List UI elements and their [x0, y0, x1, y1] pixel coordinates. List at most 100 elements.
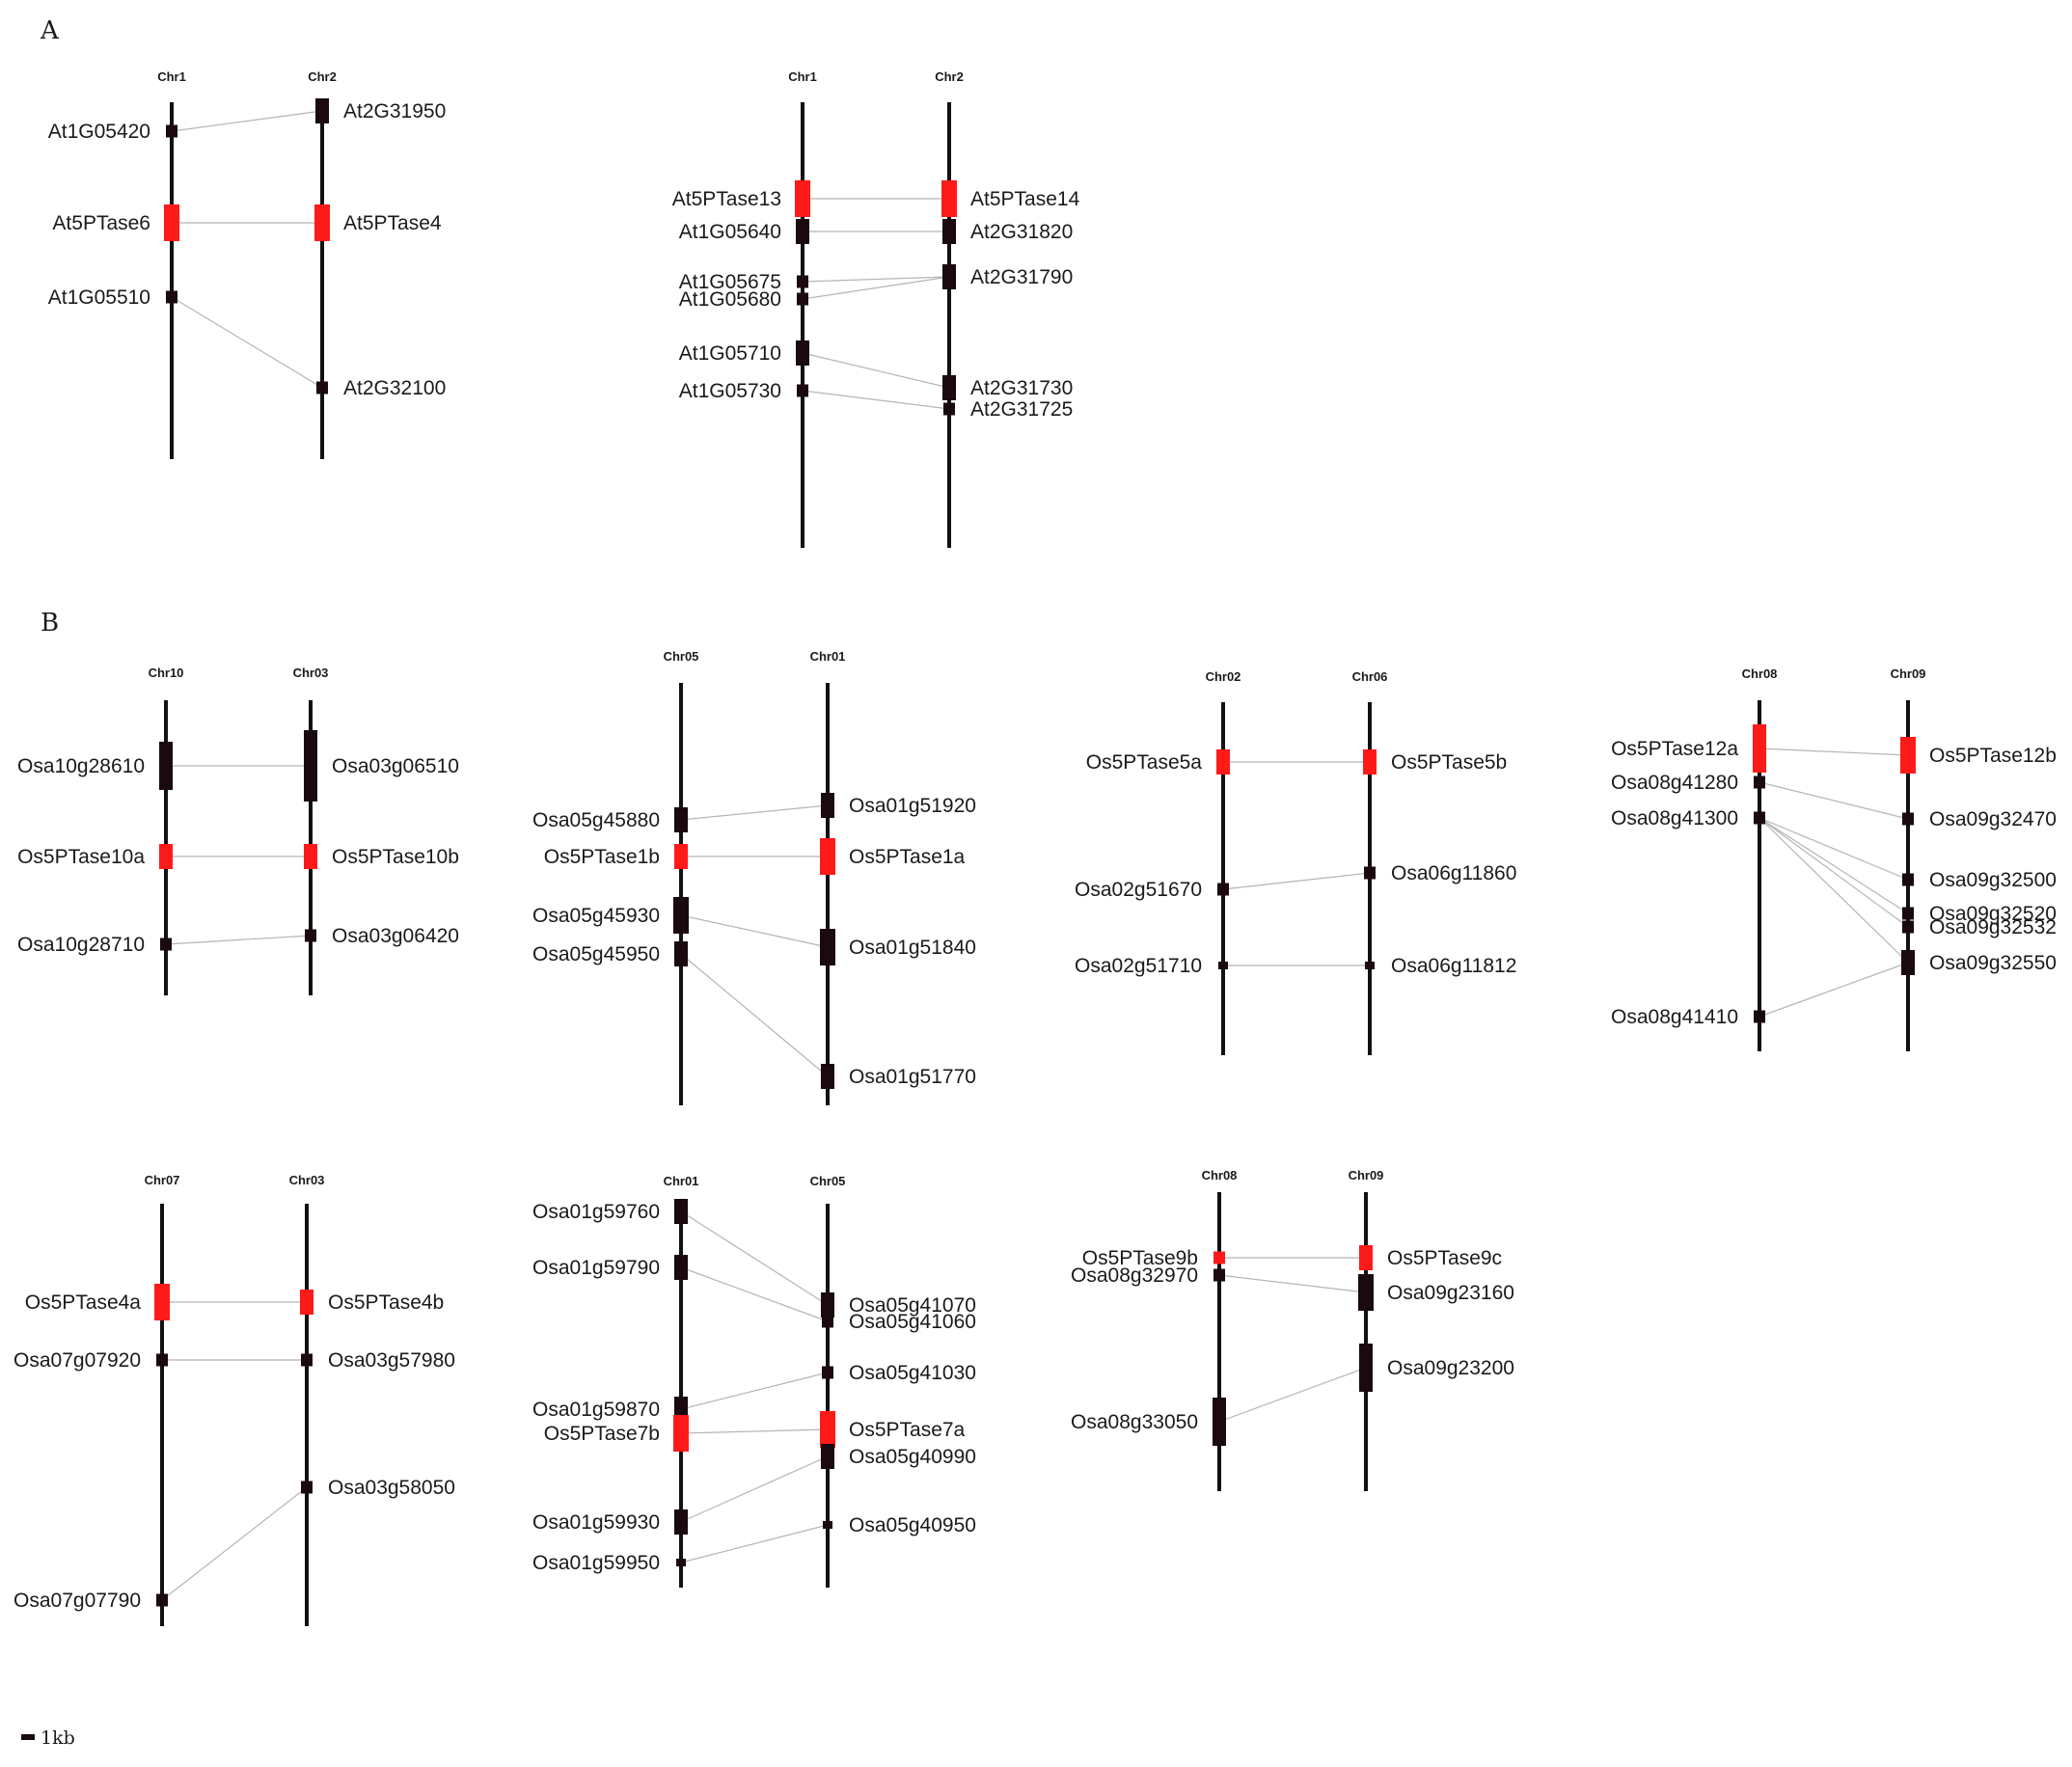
gene-label: At5PTase13: [672, 188, 781, 210]
gene-label: Osa01g59950: [532, 1552, 660, 1574]
homology-link: [680, 914, 829, 948]
chromosome-label: Chr2: [308, 69, 337, 84]
gene-label: Osa05g41060: [849, 1311, 976, 1333]
gene-marker-highlight: [1753, 724, 1766, 773]
gene-label: At1G05680: [679, 288, 781, 311]
gene-marker: [797, 292, 808, 306]
gene-label: Osa02g51710: [1075, 955, 1202, 977]
gene-label: At5PTase14: [970, 188, 1080, 210]
chromosome-label: Chr02: [1206, 669, 1241, 684]
gene-label: Osa06g11812: [1391, 955, 1516, 977]
gene-marker-highlight: [1216, 749, 1230, 775]
chromosome-label: Chr07: [145, 1173, 180, 1187]
synteny-block: Chr08 Os5PTase12a Osa08g41280 Osa08g41300 Os…: [1611, 666, 2057, 1051]
scale-bar-mark: [21, 1734, 35, 1740]
gene-label: At2G31820: [970, 221, 1073, 243]
gene-marker-highlight: [673, 1415, 689, 1452]
gene-marker: [821, 1292, 834, 1318]
gene-label: Os5PTase9b: [1082, 1247, 1198, 1269]
gene-label: Osa01g59760: [532, 1201, 660, 1223]
homology-link: [802, 352, 950, 389]
gene-marker-highlight: [314, 204, 330, 241]
homology-link: [1222, 872, 1371, 890]
chromosome-label: Chr06: [1352, 669, 1388, 684]
gene-marker-highlight: [304, 844, 317, 869]
gene-marker: [674, 1255, 688, 1280]
gene-marker: [674, 941, 688, 966]
gene-marker: [1359, 1344, 1373, 1392]
gene-label: Os5PTase9c: [1387, 1247, 1502, 1269]
gene-label: Os5PTase12b: [1929, 745, 2057, 767]
synteny-block: Chr02 Os5PTase5a Osa02g51670 Osa02g51710 Chr…: [1075, 669, 1516, 1055]
gene-label: Os5PTase12a: [1611, 738, 1738, 760]
synteny-blocks: Chr1 At1G05420 At5PTase6 At1G05510 Chr2 At2G3…: [14, 69, 2057, 1626]
gene-label: Osa05g40950: [849, 1514, 976, 1536]
homology-link: [680, 1524, 829, 1563]
gene-label: At5PTase6: [52, 212, 150, 234]
gene-marker: [822, 1315, 833, 1328]
chromosome-label: Chr05: [664, 649, 699, 664]
gene-marker: [316, 381, 328, 394]
gene-label: Osa08g41300: [1611, 807, 1738, 829]
gene-label: Osa01g59870: [532, 1399, 660, 1421]
gene-marker-highlight: [300, 1290, 314, 1315]
gene-label: Osa03g06510: [332, 755, 459, 777]
gene-label: Osa08g33050: [1071, 1411, 1198, 1433]
gene-label: Os5PTase1b: [544, 846, 660, 868]
synteny-block: Chr07 Os5PTase4a Osa07g07920 Osa07g07790 Chr…: [14, 1173, 455, 1626]
homology-link: [680, 1266, 829, 1322]
chromosome-label: Chr01: [810, 649, 846, 664]
gene-label: Osa05g40990: [849, 1446, 976, 1468]
gene-label: At2G31725: [970, 398, 1073, 421]
homology-link: [171, 110, 323, 132]
gene-label: Osa01g59790: [532, 1257, 660, 1279]
gene-marker: [304, 730, 317, 802]
gene-marker-highlight: [941, 180, 957, 217]
gene-label: At2G32100: [343, 377, 446, 399]
gene-label: Osa09g32550: [1929, 952, 2057, 974]
homology-link: [680, 1372, 829, 1410]
gene-label: Os5PTase10a: [17, 846, 145, 868]
gene-marker: [1902, 812, 1914, 826]
gene-label: Osa06g11860: [1391, 862, 1516, 884]
gene-label: Osa07g07920: [14, 1349, 141, 1372]
gene-label: Os5PTase4a: [25, 1291, 142, 1314]
gene-marker-highlight: [159, 844, 173, 869]
chromosome-label: Chr09: [1891, 666, 1926, 681]
gene-marker: [1902, 873, 1914, 886]
homology-link: [1758, 781, 1909, 820]
gene-label: Osa03g57980: [328, 1349, 455, 1372]
gene-marker: [159, 742, 173, 790]
synteny-block: Chr05 Osa05g45880 Os5PTase1b Osa05g45930 Osa…: [532, 649, 976, 1105]
homology-link: [802, 390, 950, 410]
gene-marker: [1754, 1010, 1765, 1023]
gene-label: Osa09g32500: [1929, 869, 2057, 891]
gene-label: Osa01g59930: [532, 1511, 660, 1534]
homology-link: [680, 1455, 829, 1523]
gene-marker: [1902, 907, 1914, 920]
chromosome-label: Chr05: [810, 1174, 846, 1188]
gene-label: At1G05420: [48, 121, 150, 143]
homology-link: [1218, 1367, 1367, 1423]
panel-label-b: B: [41, 609, 59, 638]
homology-link: [171, 296, 323, 389]
gene-marker: [166, 290, 177, 304]
gene-label: Osa08g32970: [1071, 1264, 1198, 1287]
gene-label: Osa09g32470: [1929, 808, 2057, 830]
homology-link: [165, 935, 312, 945]
chromosome-label: Chr2: [935, 69, 964, 84]
gene-marker: [160, 938, 172, 951]
chromosome-label: Chr1: [788, 69, 817, 84]
gene-label: Os5PTase10b: [332, 846, 459, 868]
gene-marker: [166, 124, 177, 138]
gene-marker: [821, 793, 834, 818]
gene-label: At1G05710: [679, 342, 781, 365]
gene-label: At2G31950: [343, 100, 446, 122]
gene-marker: [796, 219, 809, 244]
gene-marker: [796, 340, 809, 366]
gene-marker-highlight: [820, 838, 835, 875]
gene-label: Osa01g51840: [849, 937, 976, 959]
gene-label: Osa03g58050: [328, 1477, 455, 1499]
synteny-block: Chr1 At1G05420 At5PTase6 At1G05510 Chr2 At2G3…: [48, 69, 446, 459]
